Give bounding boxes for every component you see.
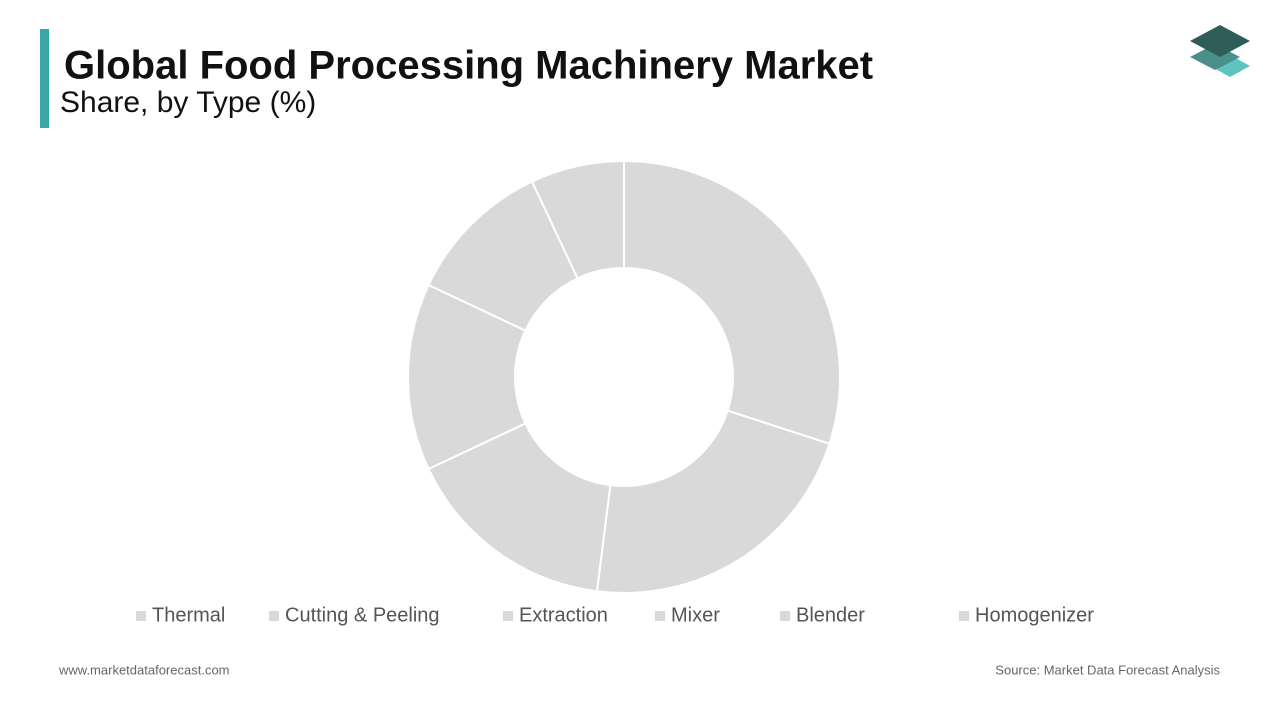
legend-swatch [655, 611, 665, 621]
chart-title: Global Food Processing Machinery Market [64, 44, 873, 88]
legend-label: Blender [796, 604, 865, 626]
legend-label: Homogenizer [975, 604, 1094, 626]
title-accent [40, 29, 49, 128]
legend-swatch [959, 611, 969, 621]
website: www.marketdataforecast.com [58, 662, 230, 677]
legend-swatch [269, 611, 279, 621]
legend-swatch [503, 611, 513, 621]
donut-segment [595, 409, 831, 594]
legend-label: Mixer [671, 604, 720, 626]
donut-segment [623, 159, 841, 446]
legend-label: Cutting & Peeling [285, 604, 440, 626]
legend-label: Extraction [519, 604, 608, 626]
source: Source: Market Data Forecast Analysis [995, 662, 1220, 677]
chart-subtitle: Share, by Type (%) [60, 86, 316, 119]
donut-segment [427, 422, 612, 593]
donut-segment [530, 159, 625, 280]
legend-label: Thermal [152, 604, 225, 626]
legend-swatch [136, 611, 146, 621]
logo [1190, 25, 1250, 77]
legend-swatch [780, 611, 790, 621]
